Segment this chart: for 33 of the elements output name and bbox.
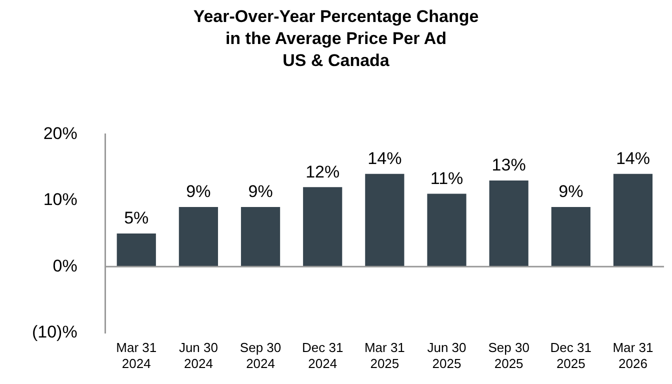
bar — [240, 207, 280, 267]
chart-title: Year-Over-Year Percentage Change in the Average Price Per Ad — [192, 6, 480, 50]
data-label: 9% — [186, 182, 211, 202]
y-tick-label: 0% — [52, 256, 78, 276]
bar — [365, 174, 404, 267]
bar — [178, 207, 218, 267]
x-tick-label: Jun 30 2025 — [427, 340, 466, 371]
data-label: 14% — [368, 149, 402, 168]
y-tick-label: 20% — [43, 124, 78, 143]
y-tick-label: 10% — [43, 190, 78, 210]
x-tick-label: Mar 31 2025 — [364, 340, 405, 371]
bar — [551, 207, 590, 267]
chart-subtitle: US & Canada — [282, 50, 390, 72]
data-label: 9% — [248, 182, 273, 202]
data-label: 12% — [306, 162, 340, 182]
data-label: 5% — [124, 208, 149, 228]
x-tick-label: Jun 30 2024 — [178, 340, 218, 371]
data-label: 13% — [492, 156, 526, 175]
bar — [303, 187, 342, 267]
y-tick-label: (10)% — [32, 322, 78, 342]
x-tick-label: Dec 31 2025 — [550, 340, 592, 371]
data-label: 11% — [430, 168, 464, 188]
data-label: 9% — [558, 182, 584, 202]
x-tick-label: Dec 31 2024 — [302, 340, 344, 371]
x-tick-label: Mar 31 2024 — [116, 340, 157, 371]
x-tick-label: Mar 31 2026 — [612, 340, 654, 371]
x-tick-label: Sep 30 2024 — [240, 340, 282, 371]
bar — [116, 234, 156, 267]
bar — [613, 174, 653, 267]
bar — [489, 180, 528, 267]
x-tick-label: Sep 30 2025 — [488, 340, 530, 371]
data-label: 14% — [616, 149, 650, 168]
bar — [427, 194, 466, 267]
